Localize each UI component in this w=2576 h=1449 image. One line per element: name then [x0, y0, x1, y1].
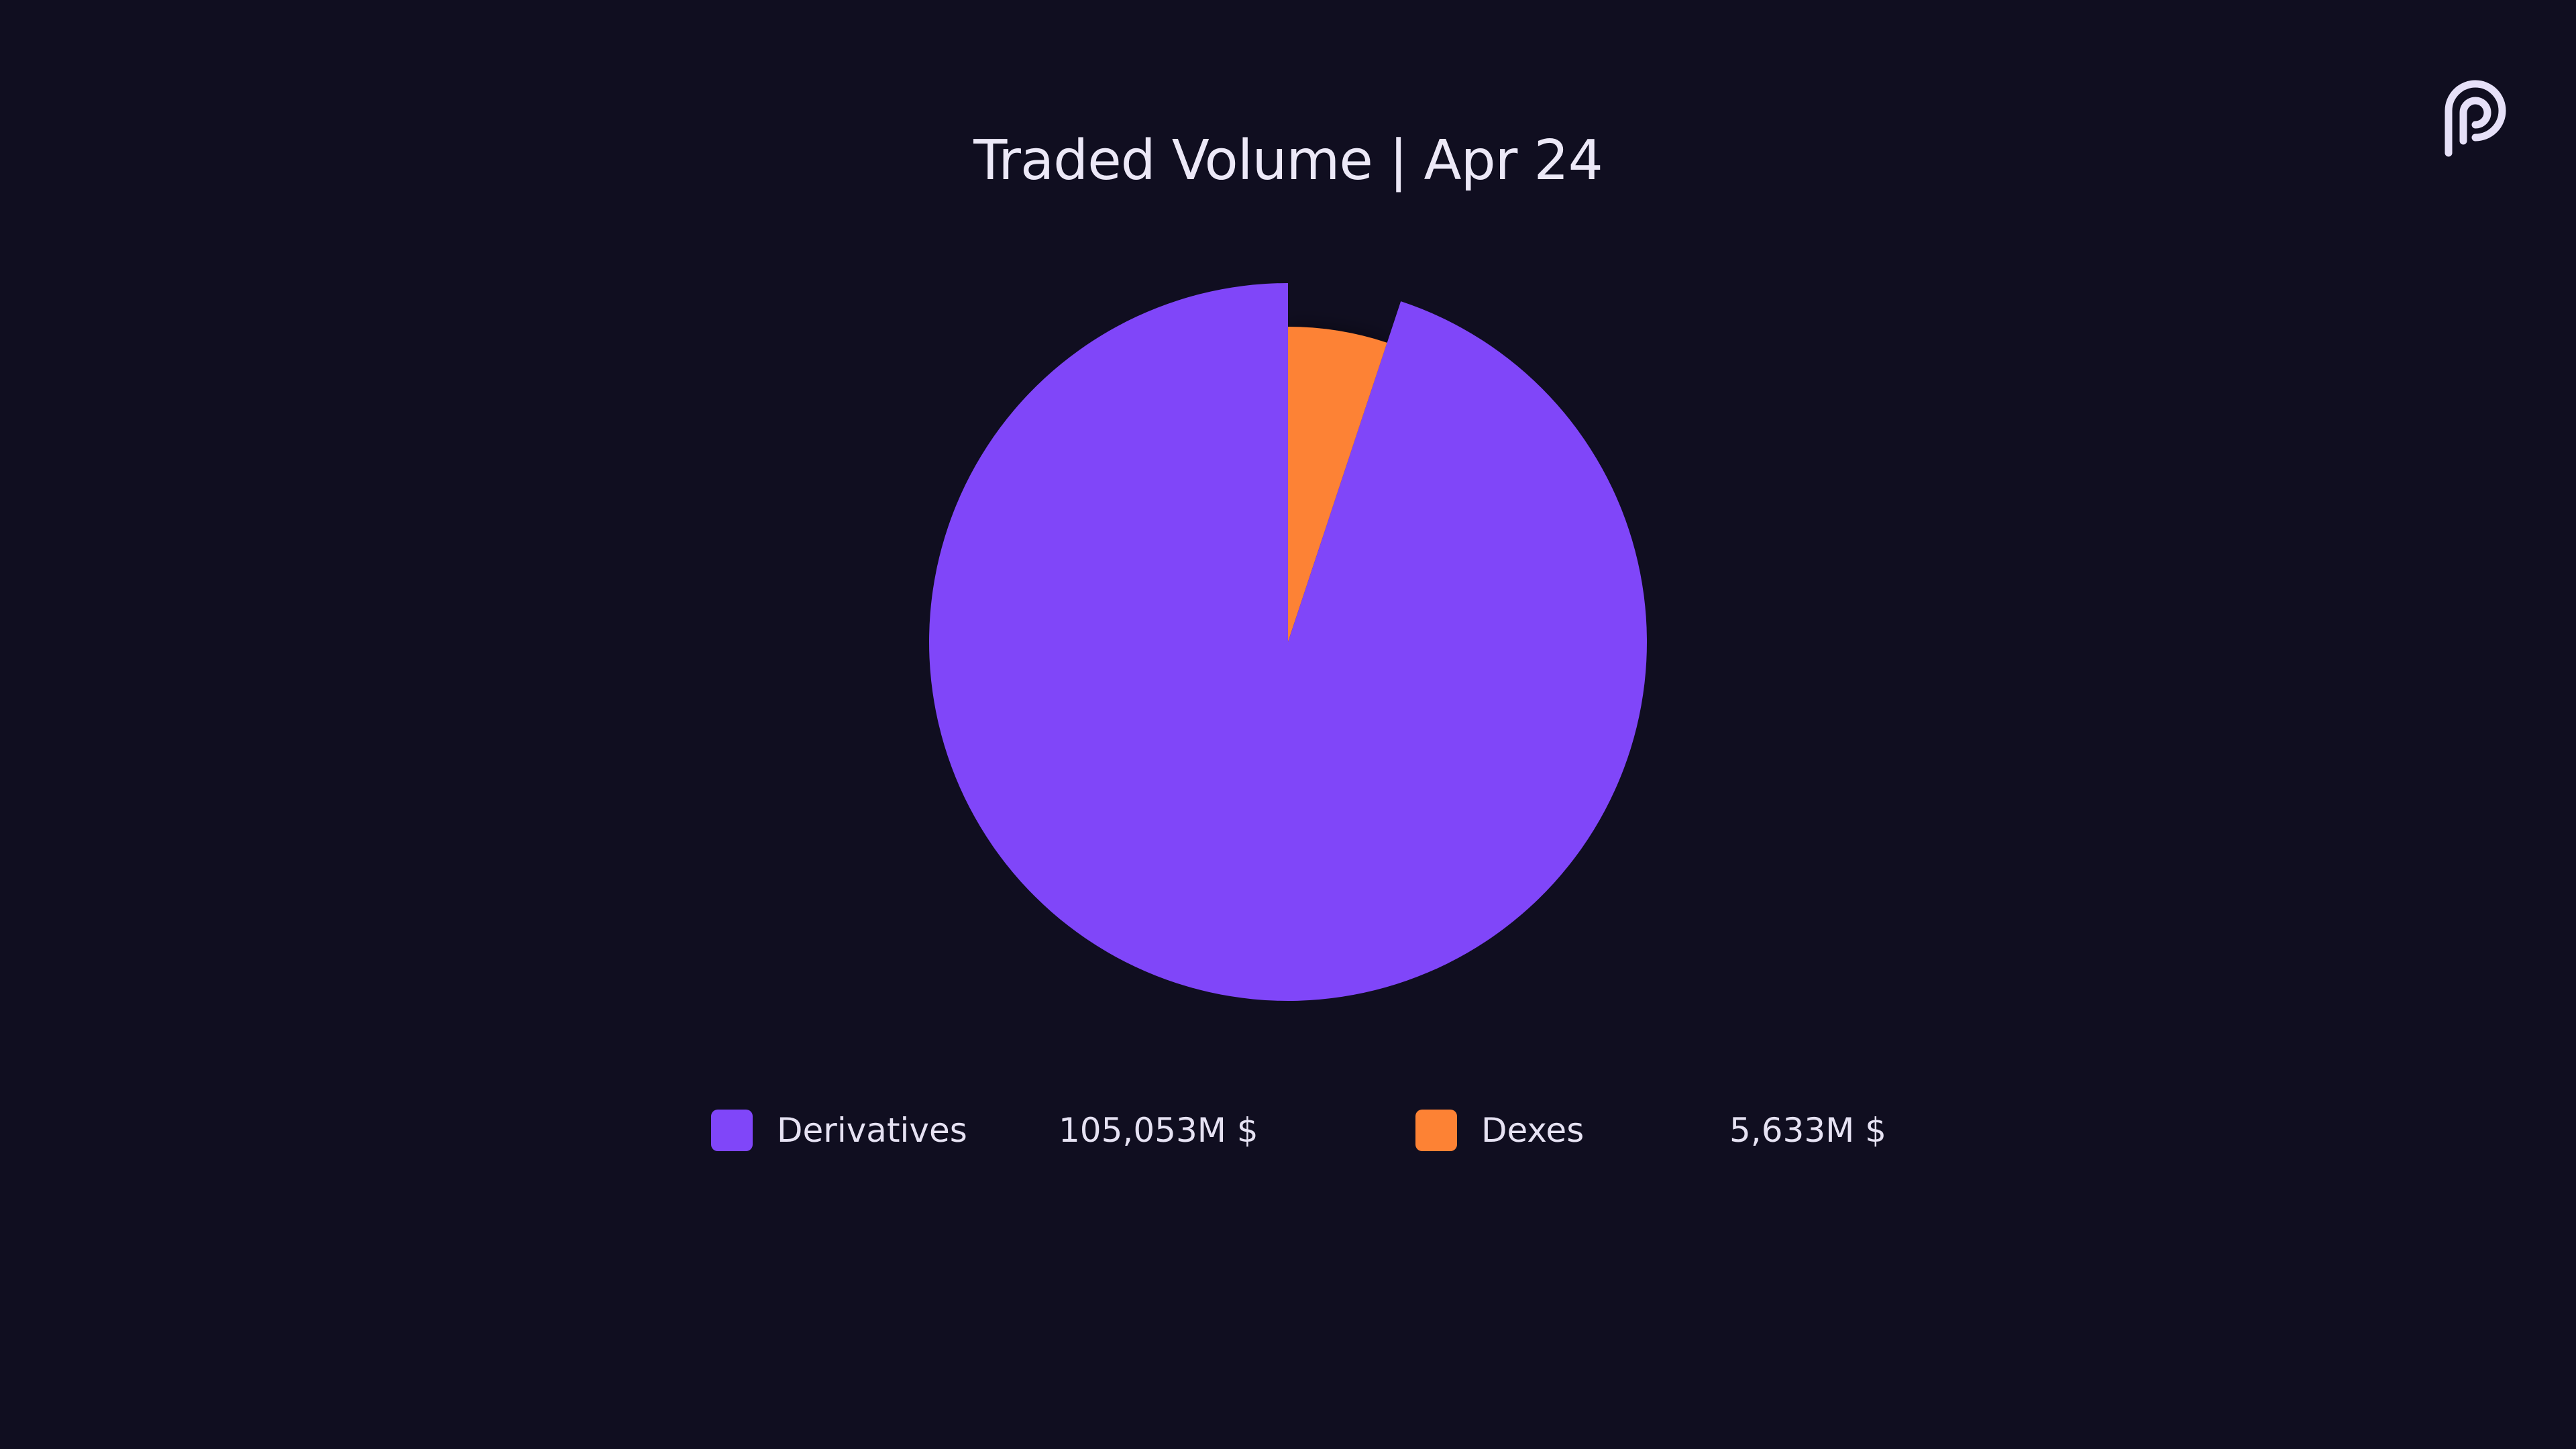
pie-slice-derivatives — [929, 283, 1648, 1001]
chart-title: Traded Volume | Apr 24 — [973, 129, 1603, 193]
legend-item-dexes: Dexes 5,633M $ — [1415, 1107, 1886, 1154]
legend-value-derivatives: 105,053M $ — [1059, 1111, 1258, 1150]
legend-label-derivatives: Derivatives — [777, 1111, 967, 1150]
legend-value-dexes: 5,633M $ — [1729, 1111, 1886, 1150]
legend-swatch-derivatives — [711, 1110, 753, 1151]
pie-slice-dexes — [1288, 327, 1387, 642]
legend-item-derivatives: Derivatives 105,053M $ — [711, 1107, 1258, 1154]
legend-swatch-dexes — [1415, 1110, 1457, 1151]
legend-label-dexes: Dexes — [1481, 1111, 1585, 1150]
pyth-logo-icon — [2445, 80, 2506, 157]
